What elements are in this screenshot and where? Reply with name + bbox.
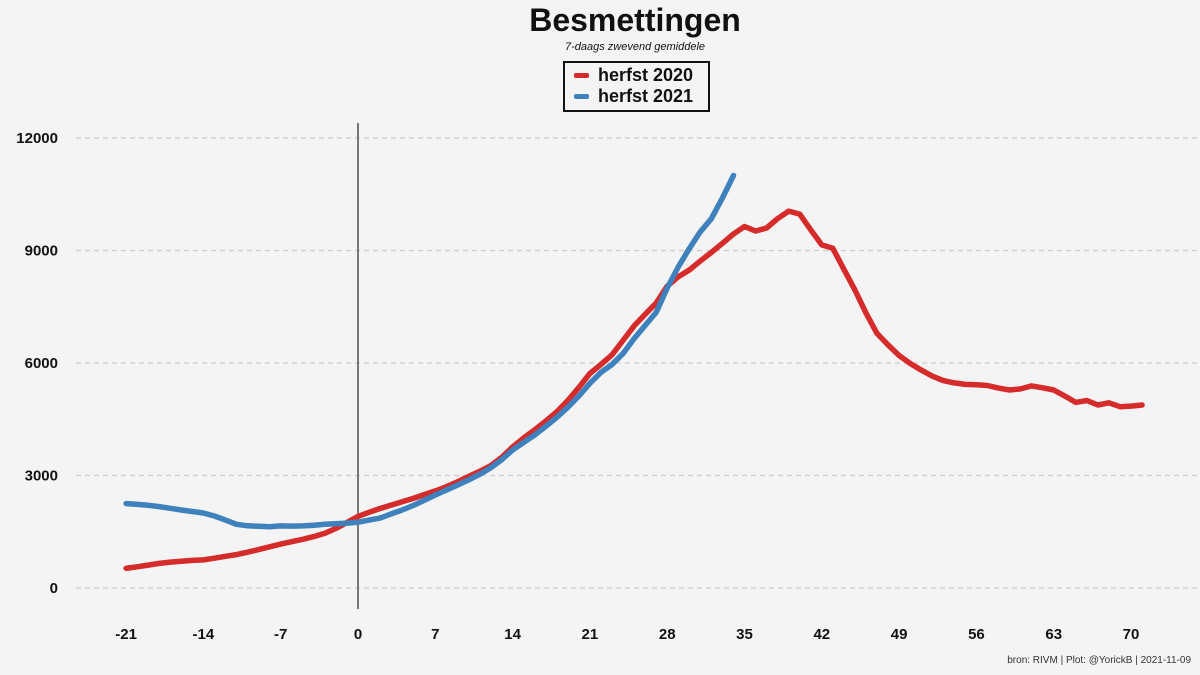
legend-item: herfst 2020 [574,65,704,86]
series-line-herfst-2021 [123,172,737,530]
x-tick-label-42: 42 [813,626,830,643]
x-tick-label--14: -14 [193,626,215,643]
x-tick-label-56: 56 [968,626,985,643]
x-tick-label-0: 0 [354,626,362,643]
chart-subtitle: 7-daags zwevend gemiddele [564,41,706,53]
x-tick-label--7: -7 [274,626,287,643]
legend-item: herfst 2021 [574,86,704,107]
y-tick-label-9000: 9000 [25,243,58,260]
y-tick-label-3000: 3000 [25,468,58,485]
series-line-herfst-2020 [123,208,1145,572]
x-tick-label-63: 63 [1045,626,1062,643]
x-tick-label-21: 21 [582,626,599,643]
chart-title: Besmettingen [529,2,741,38]
x-tick-label-14: 14 [504,626,521,643]
x-tick-label--21: -21 [115,626,137,643]
source-caption: bron: RIVM | Plot: @YorickB | 2021-11-09 [1007,655,1191,666]
legend-label: herfst 2021 [598,86,694,106]
legend-swatch-herfst-2020 [574,73,589,78]
x-tick-label-7: 7 [431,626,439,643]
x-tick-label-49: 49 [891,626,908,643]
x-tick-label-28: 28 [659,626,676,643]
x-tick-label-35: 35 [736,626,753,643]
legend-label: herfst 2020 [598,65,694,85]
legend: herfst 2020 herfst 2021 [563,61,710,112]
y-tick-label-6000: 6000 [25,355,58,372]
y-tick-label-0: 0 [50,580,58,597]
x-tick-label-70: 70 [1123,626,1140,643]
y-tick-label-12000: 12000 [16,130,58,147]
legend-swatch-herfst-2021 [574,94,589,99]
